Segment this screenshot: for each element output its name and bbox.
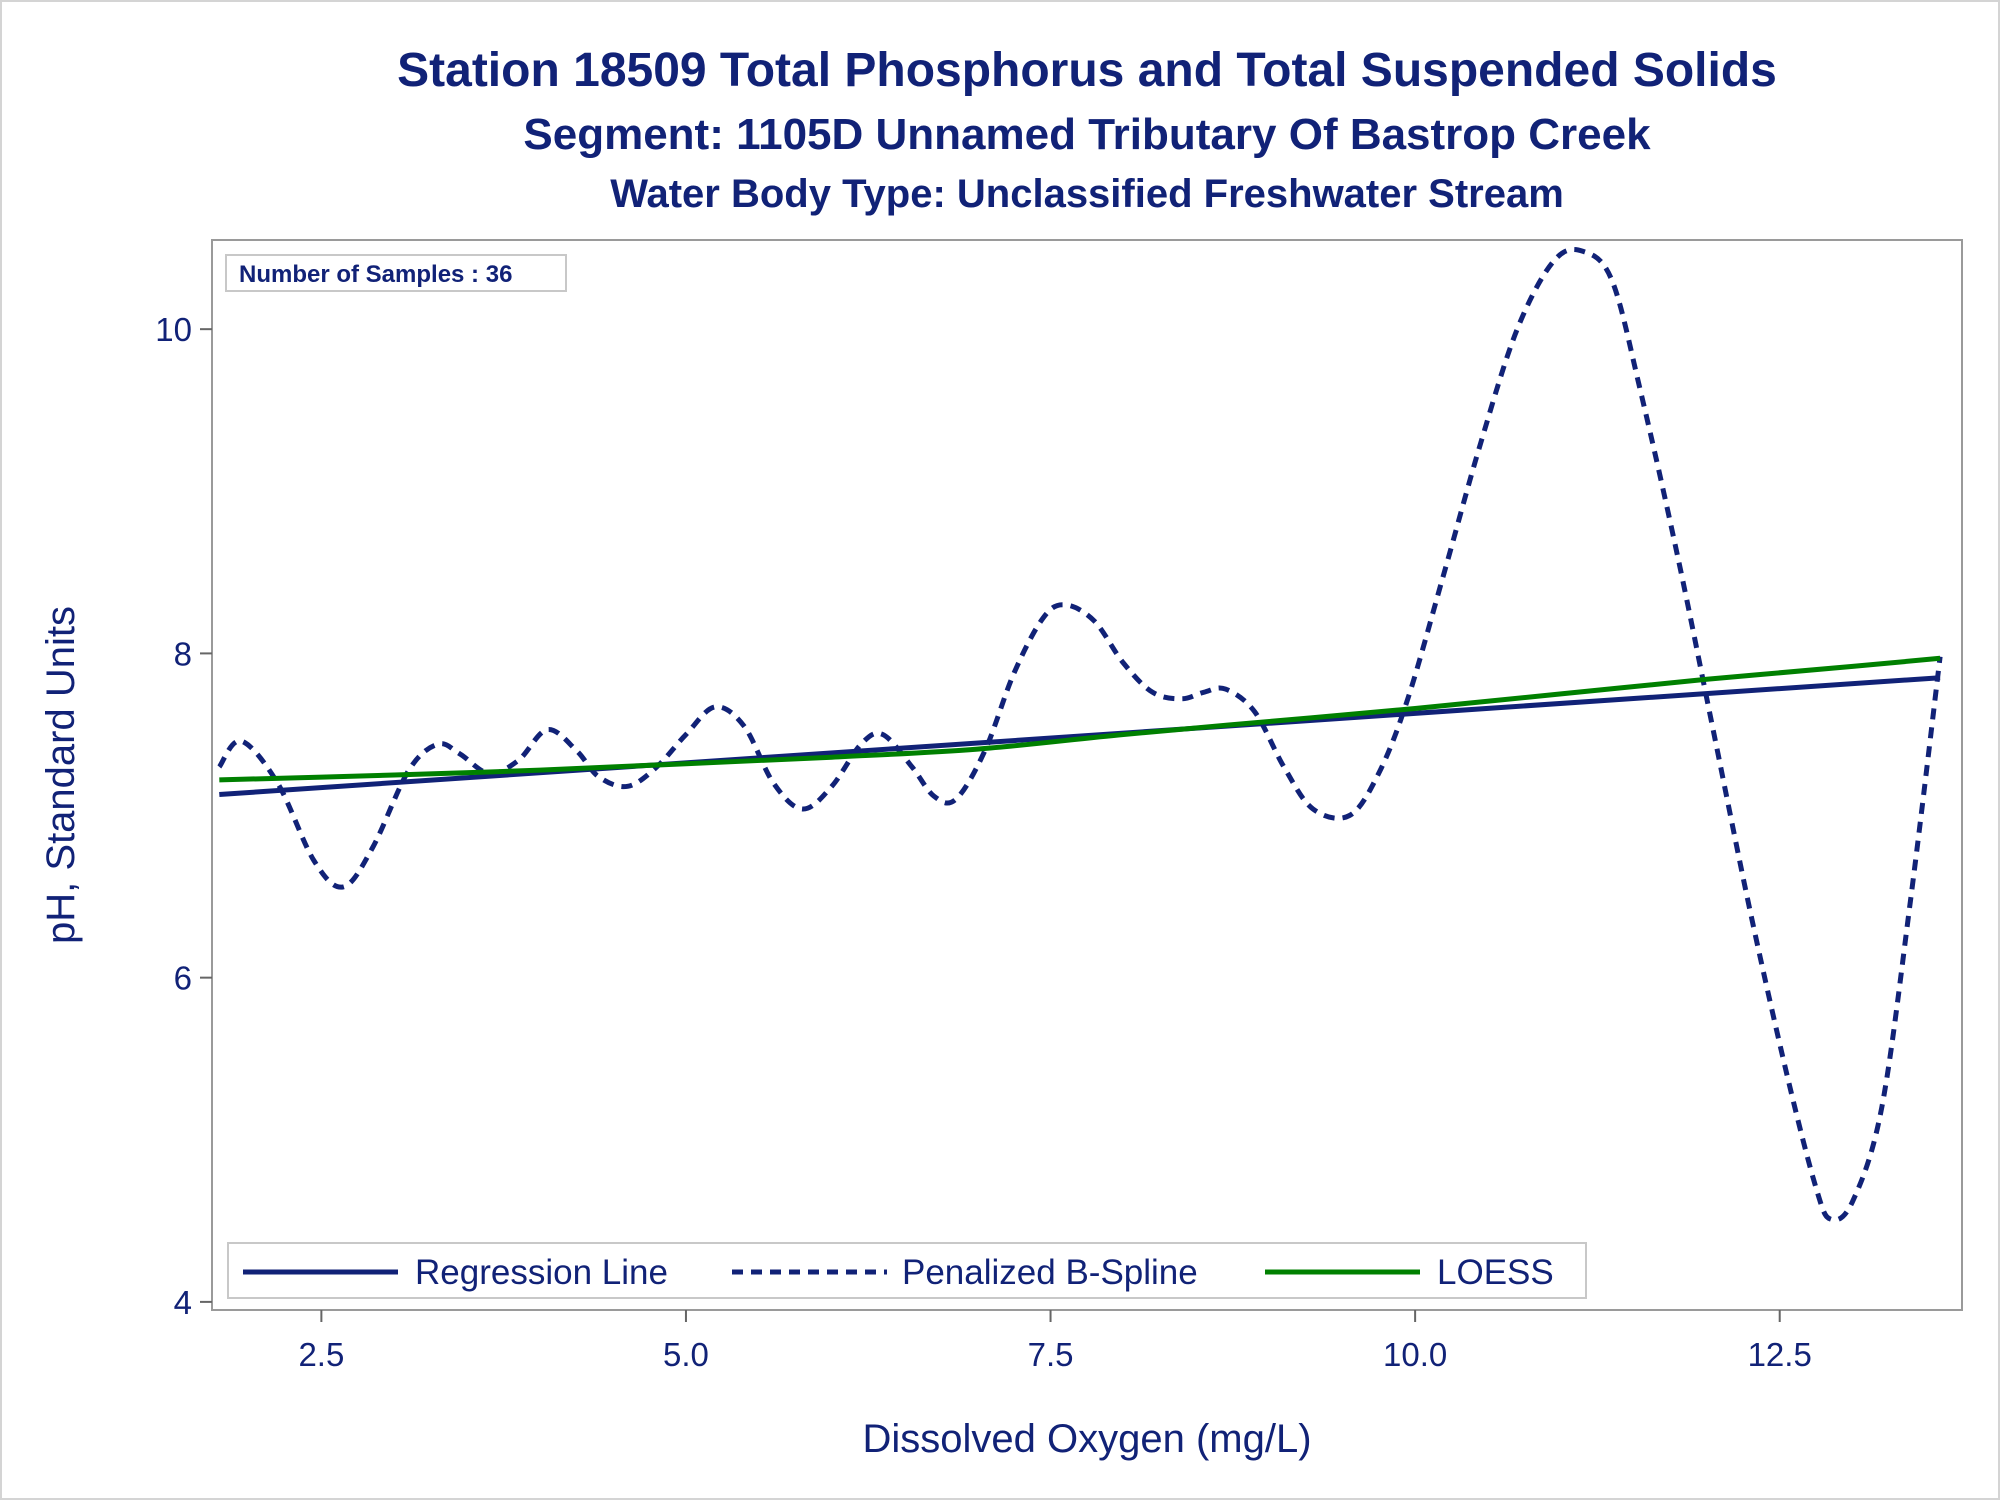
x-tick-label: 5.0 (663, 1336, 709, 1373)
x-tick-label: 2.5 (298, 1336, 344, 1373)
y-tick-label: 10 (155, 311, 192, 348)
legend-label-regression: Regression Line (415, 1253, 668, 1292)
x-tick-label: 7.5 (1028, 1336, 1074, 1373)
y-tick-label: 8 (174, 635, 192, 672)
x-tick-label: 10.0 (1383, 1336, 1447, 1373)
x-tick-label: 12.5 (1748, 1336, 1812, 1373)
sample-count-frame (225, 254, 567, 292)
x-axis-label: Dissolved Oxygen (mg/L) (862, 1417, 1311, 1461)
legend-label-loess: LOESS (1437, 1253, 1554, 1292)
sample-count-box: Number of Samples : 36 (225, 254, 567, 292)
legend-label-bspline: Penalized B-Spline (902, 1253, 1198, 1292)
series-penalized-bspline (217, 247, 1943, 1223)
sample-count-label: Number of Samples : 36 (239, 261, 512, 288)
chart-title: Station 18509 Total Phosphorus and Total… (397, 44, 1777, 97)
plot-area-frame (211, 239, 1963, 1311)
series-regression-line (219, 675, 1941, 797)
chart-subtitle2: Water Body Type: Unclassified Freshwater… (610, 172, 1564, 216)
y-tick-label: 4 (174, 1284, 192, 1321)
axes-layer: 2.5 5.0 7.5 10.0 12.5 4 6 8 10 (155, 311, 1812, 1373)
y-axis-label: pH, Standard Units (39, 606, 83, 944)
chart-subtitle: Segment: 1105D Unnamed Tributary Of Bast… (523, 110, 1651, 159)
series-layer (217, 247, 1943, 1223)
y-tick-label: 6 (174, 960, 192, 997)
legend: Regression Line Penalized B-Spline LOESS (227, 1242, 1587, 1299)
series-loess (219, 655, 1941, 783)
